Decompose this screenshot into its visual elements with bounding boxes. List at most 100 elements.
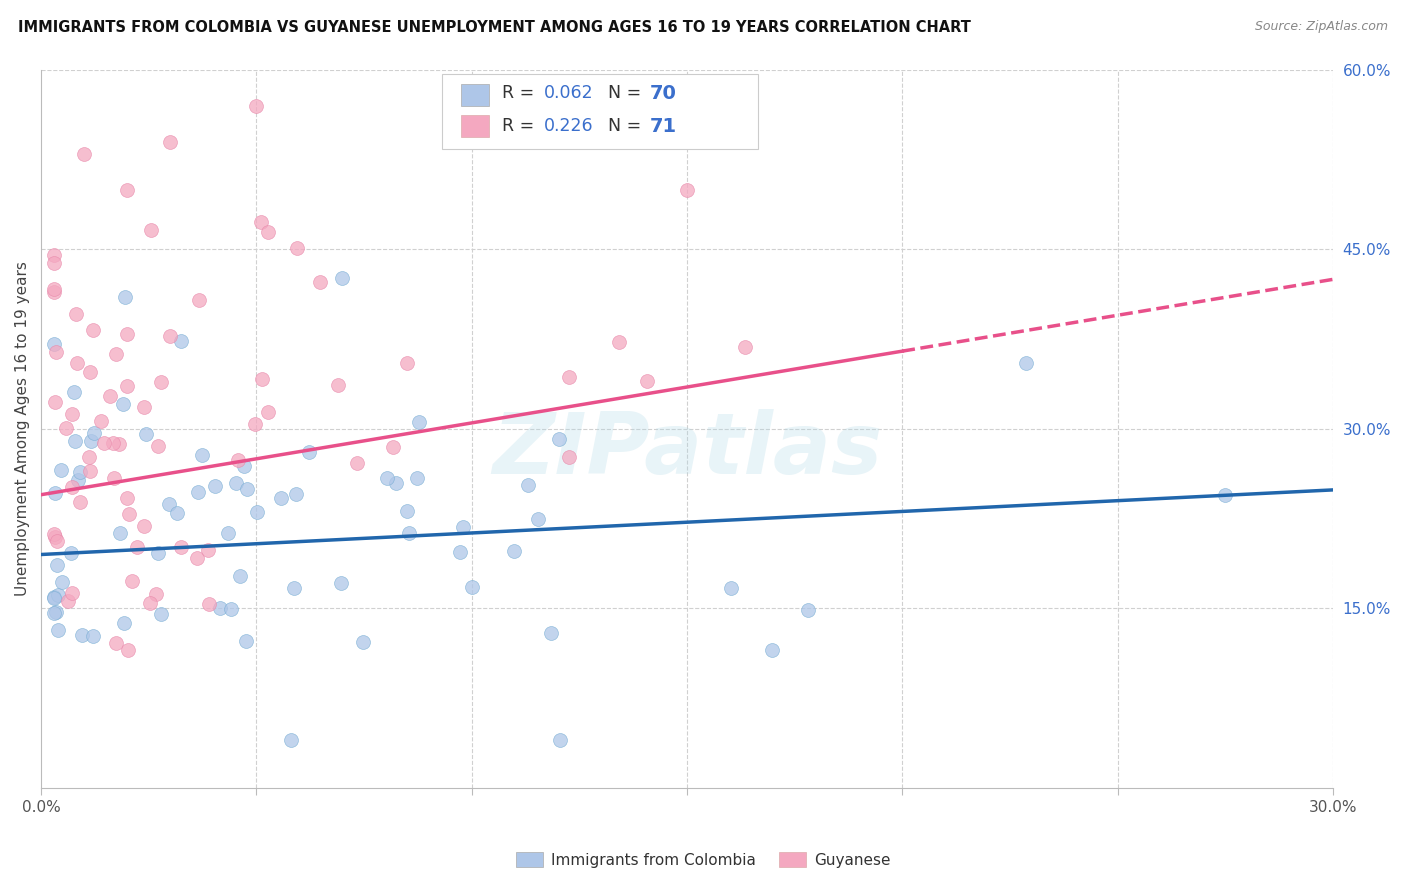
Point <box>285 241 308 255</box>
Point <box>66 356 89 370</box>
Point <box>45 345 67 359</box>
Point <box>720 581 742 595</box>
Point <box>101 436 124 450</box>
Point <box>42 526 65 541</box>
Point <box>111 397 134 411</box>
Point <box>145 587 167 601</box>
Point <box>51 463 73 477</box>
Point <box>104 636 127 650</box>
Point <box>79 464 101 478</box>
Point <box>329 576 352 591</box>
Point <box>270 491 292 505</box>
Point <box>229 568 252 582</box>
Point <box>461 580 484 594</box>
Point <box>676 183 699 197</box>
Point <box>93 436 115 450</box>
Point <box>243 417 266 431</box>
Text: ZIPatlas: ZIPatlas <box>492 409 882 492</box>
FancyBboxPatch shape <box>461 115 489 136</box>
Point <box>83 426 105 441</box>
Point <box>256 225 278 239</box>
Point <box>250 215 273 229</box>
Point <box>233 458 256 473</box>
Point <box>209 601 232 615</box>
Point <box>135 426 157 441</box>
Point <box>139 595 162 609</box>
Point <box>217 525 239 540</box>
Point <box>46 533 69 548</box>
Point <box>250 372 273 386</box>
Point <box>1015 356 1038 370</box>
Point <box>346 456 368 470</box>
Point <box>45 605 67 619</box>
Point <box>558 450 581 464</box>
Point <box>107 437 129 451</box>
Point <box>118 507 141 521</box>
Point <box>127 540 149 554</box>
Point <box>46 588 69 602</box>
Point <box>90 414 112 428</box>
Point <box>66 474 89 488</box>
Point <box>352 635 374 649</box>
Text: N =: N = <box>609 84 647 102</box>
Point <box>77 450 100 464</box>
Point <box>257 405 280 419</box>
Point <box>548 432 571 446</box>
Point <box>148 546 170 560</box>
Point <box>108 526 131 541</box>
Point <box>69 465 91 479</box>
Point <box>112 615 135 630</box>
Point <box>226 452 249 467</box>
Point <box>55 421 77 435</box>
Point <box>398 526 420 541</box>
Point <box>105 347 128 361</box>
Point <box>149 375 172 389</box>
Point <box>408 415 430 429</box>
Point <box>734 340 756 354</box>
Text: R =: R = <box>502 84 540 102</box>
Point <box>1213 488 1236 502</box>
Point <box>42 591 65 605</box>
Point <box>46 624 69 638</box>
Point <box>396 504 419 518</box>
Y-axis label: Unemployment Among Ages 16 to 19 years: Unemployment Among Ages 16 to 19 years <box>15 261 30 597</box>
Point <box>148 439 170 453</box>
Point <box>198 597 221 611</box>
Point <box>59 546 82 560</box>
FancyBboxPatch shape <box>441 74 758 149</box>
Point <box>100 389 122 403</box>
Point <box>246 504 269 518</box>
Legend: Immigrants from Colombia, Guyanese: Immigrants from Colombia, Guyanese <box>509 846 897 873</box>
Text: R =: R = <box>502 117 540 135</box>
Point <box>42 606 65 620</box>
Point <box>42 337 65 351</box>
Point <box>451 520 474 534</box>
Text: 70: 70 <box>650 84 676 103</box>
Point <box>44 485 66 500</box>
Point <box>44 394 66 409</box>
Point <box>797 603 820 617</box>
Point <box>236 483 259 497</box>
Point <box>79 364 101 378</box>
Point <box>396 356 419 370</box>
Point <box>132 400 155 414</box>
Point <box>159 497 181 511</box>
Point <box>115 327 138 342</box>
Point <box>60 480 83 494</box>
Text: 0.062: 0.062 <box>544 84 593 102</box>
Point <box>56 593 79 607</box>
Point <box>44 530 66 544</box>
Point <box>219 602 242 616</box>
Point <box>103 471 125 485</box>
Point <box>187 293 209 307</box>
Point <box>46 558 69 572</box>
Point <box>382 440 405 454</box>
Point <box>82 323 104 337</box>
Point <box>115 491 138 505</box>
Point <box>280 732 302 747</box>
Text: N =: N = <box>609 117 647 135</box>
Point <box>761 642 783 657</box>
Point <box>449 545 471 559</box>
Point <box>115 379 138 393</box>
Point <box>60 408 83 422</box>
